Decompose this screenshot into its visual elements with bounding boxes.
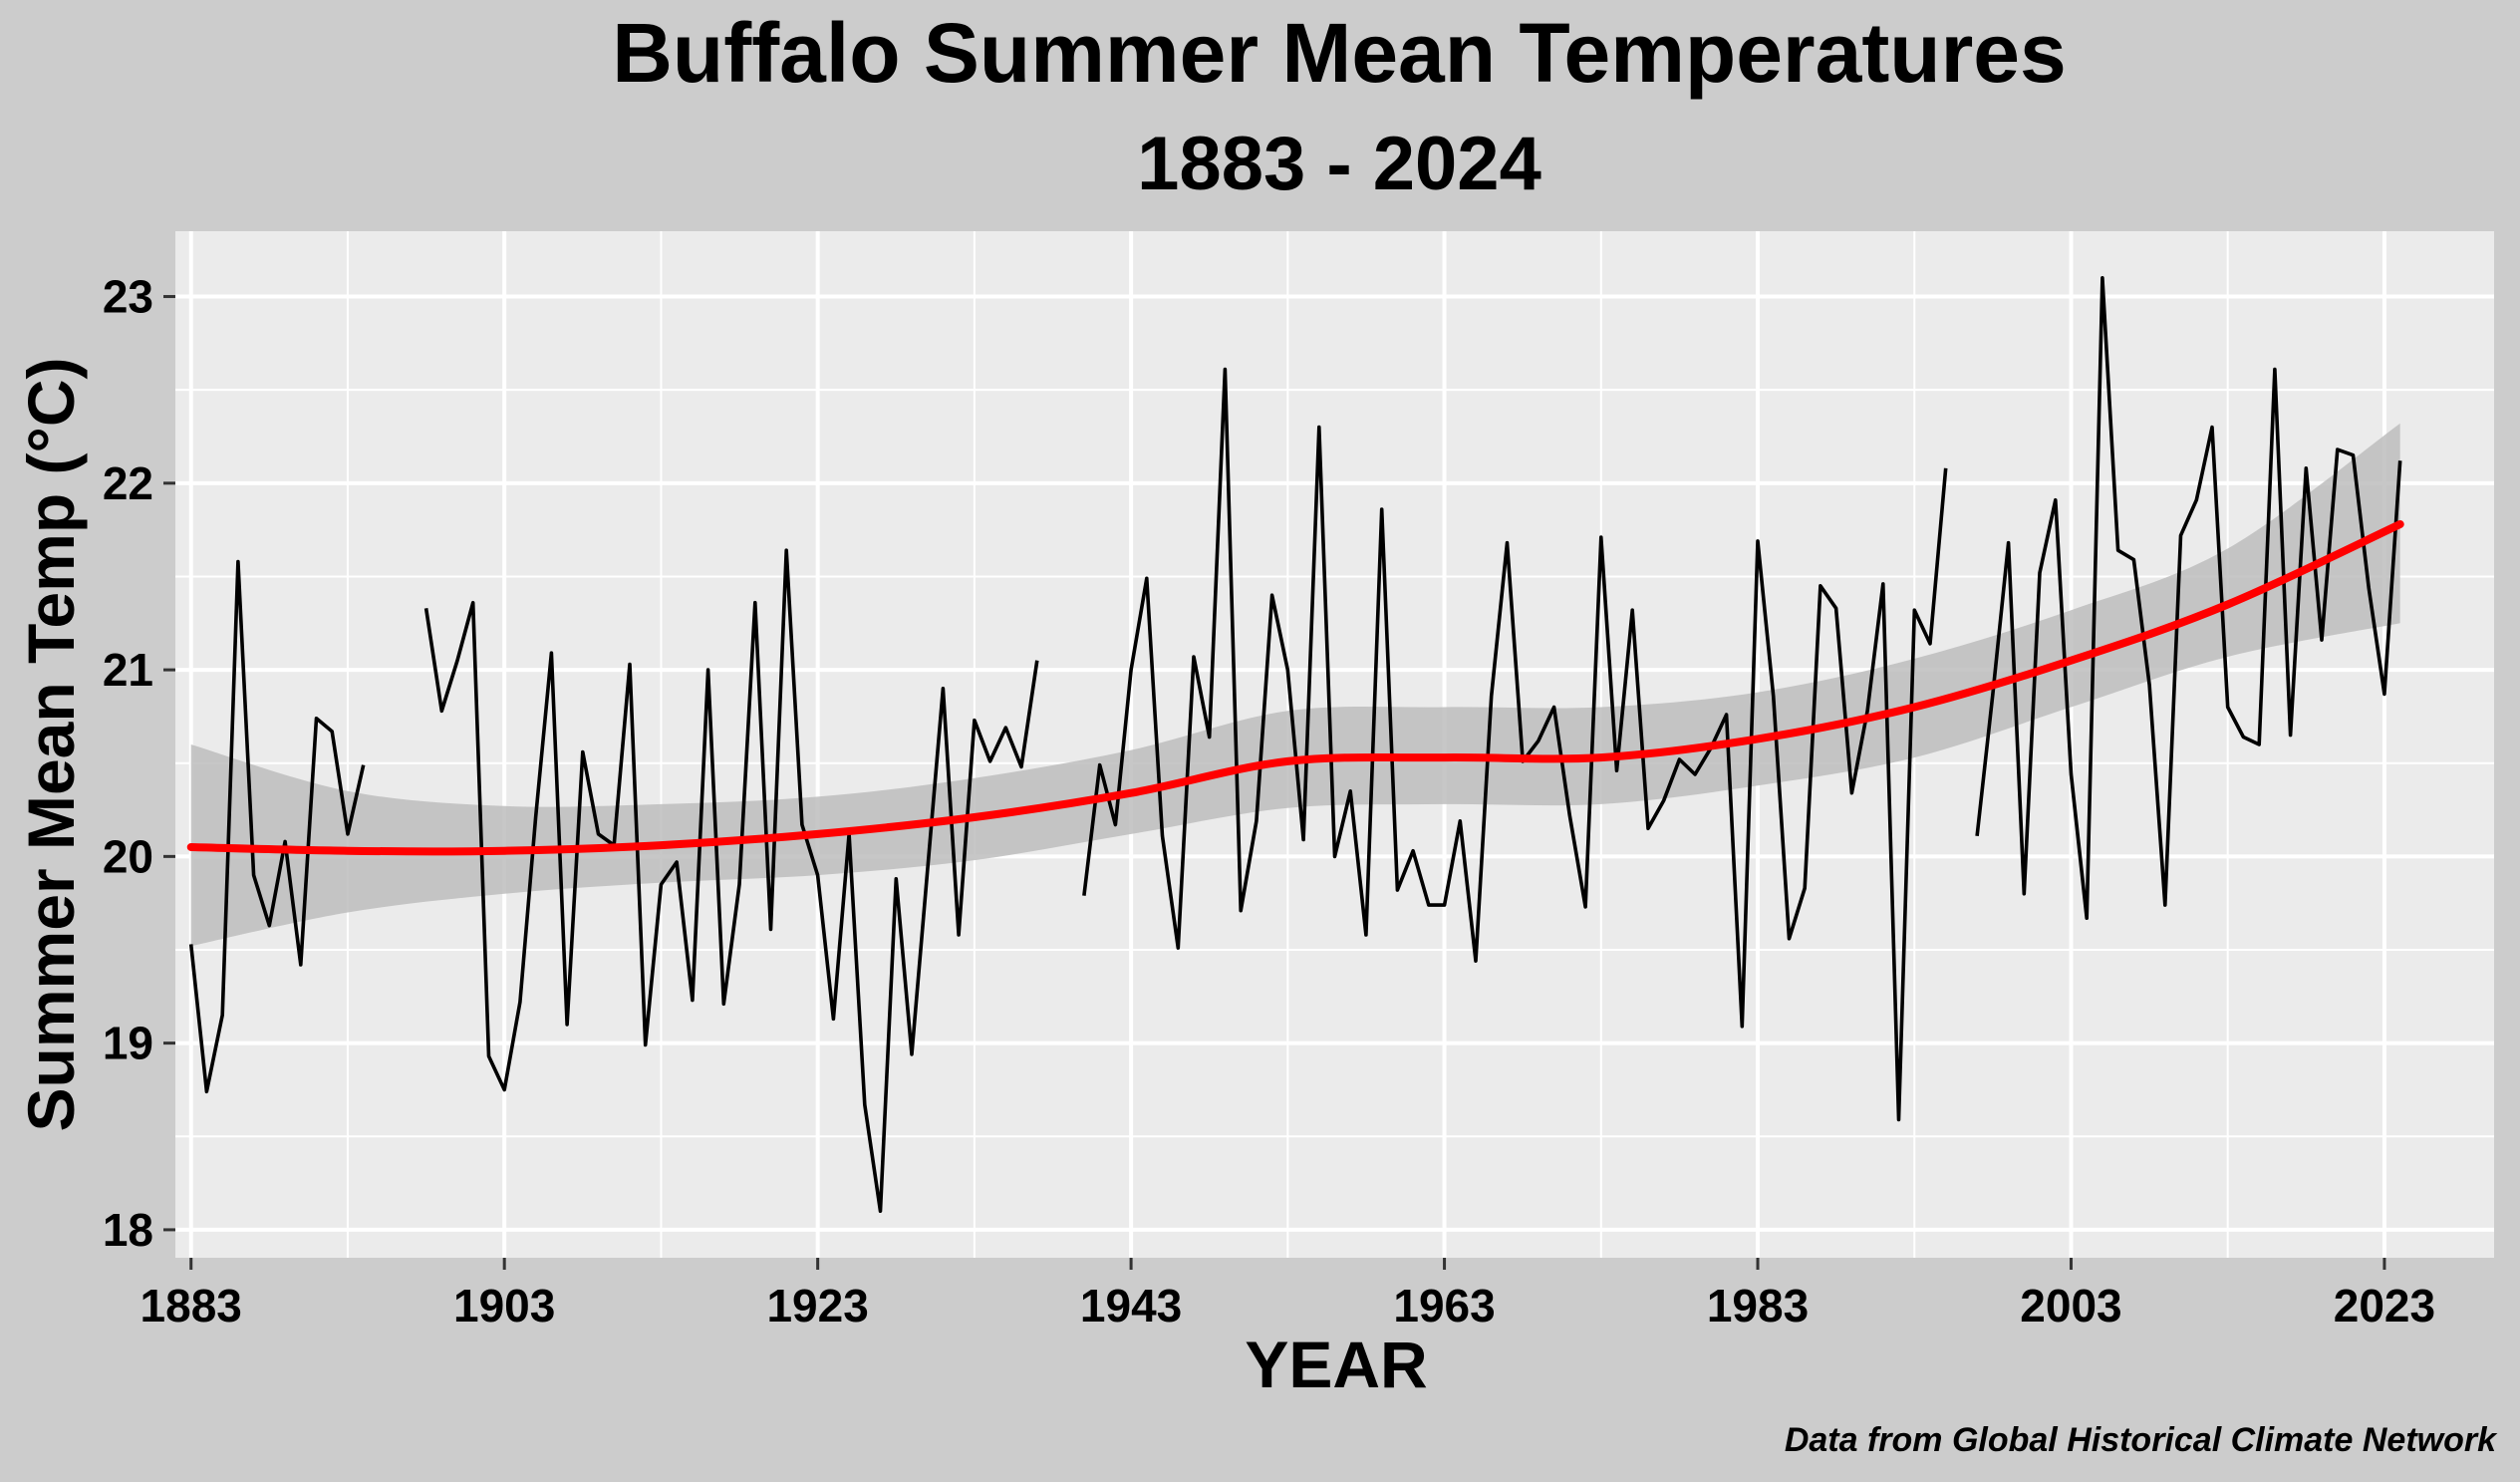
x-tick-label: 1883: [140, 1280, 242, 1332]
series-line-segment: [423, 548, 1039, 1213]
chart-subtitle: 1883 - 2024: [1137, 122, 1541, 206]
series-line-segment: [188, 559, 366, 1094]
y-tick-label: 18: [103, 1204, 153, 1256]
chart-title: Buffalo Summer Mean Temperatures: [612, 6, 2066, 100]
y-tick-label: 21: [103, 644, 153, 696]
series-line-segment: [1975, 275, 2402, 921]
x-tick-label: 1963: [1393, 1280, 1495, 1332]
axes: 1883 1903 1923 1943 1963 1983 2003 2023 18 19 20 21…: [103, 271, 2435, 1332]
y-tick-label: 19: [103, 1018, 153, 1069]
x-tick-label: 2003: [2020, 1280, 2121, 1332]
x-tick-label: 1983: [1707, 1280, 1809, 1332]
temperature-series: [188, 275, 2402, 1213]
x-tick-label: 2023: [2334, 1280, 2435, 1332]
x-tick-label: 1943: [1080, 1280, 1182, 1332]
trend-curve: [186, 520, 2404, 856]
y-tick-label: 22: [103, 457, 153, 509]
series-line-segment: [1082, 367, 1948, 1122]
y-tick-label: 23: [103, 271, 153, 323]
x-axis-title: YEAR: [1245, 1328, 1427, 1401]
trend-line: [186, 520, 2404, 856]
y-axis-title: Summer Mean Temp (°C): [14, 358, 88, 1132]
y-tick-label: 20: [103, 830, 153, 882]
x-tick-label: 1903: [453, 1280, 555, 1332]
x-tick-label: 1923: [766, 1280, 868, 1332]
data-source-caption: Data from Global Historical Climate Netw…: [1785, 1421, 2498, 1459]
